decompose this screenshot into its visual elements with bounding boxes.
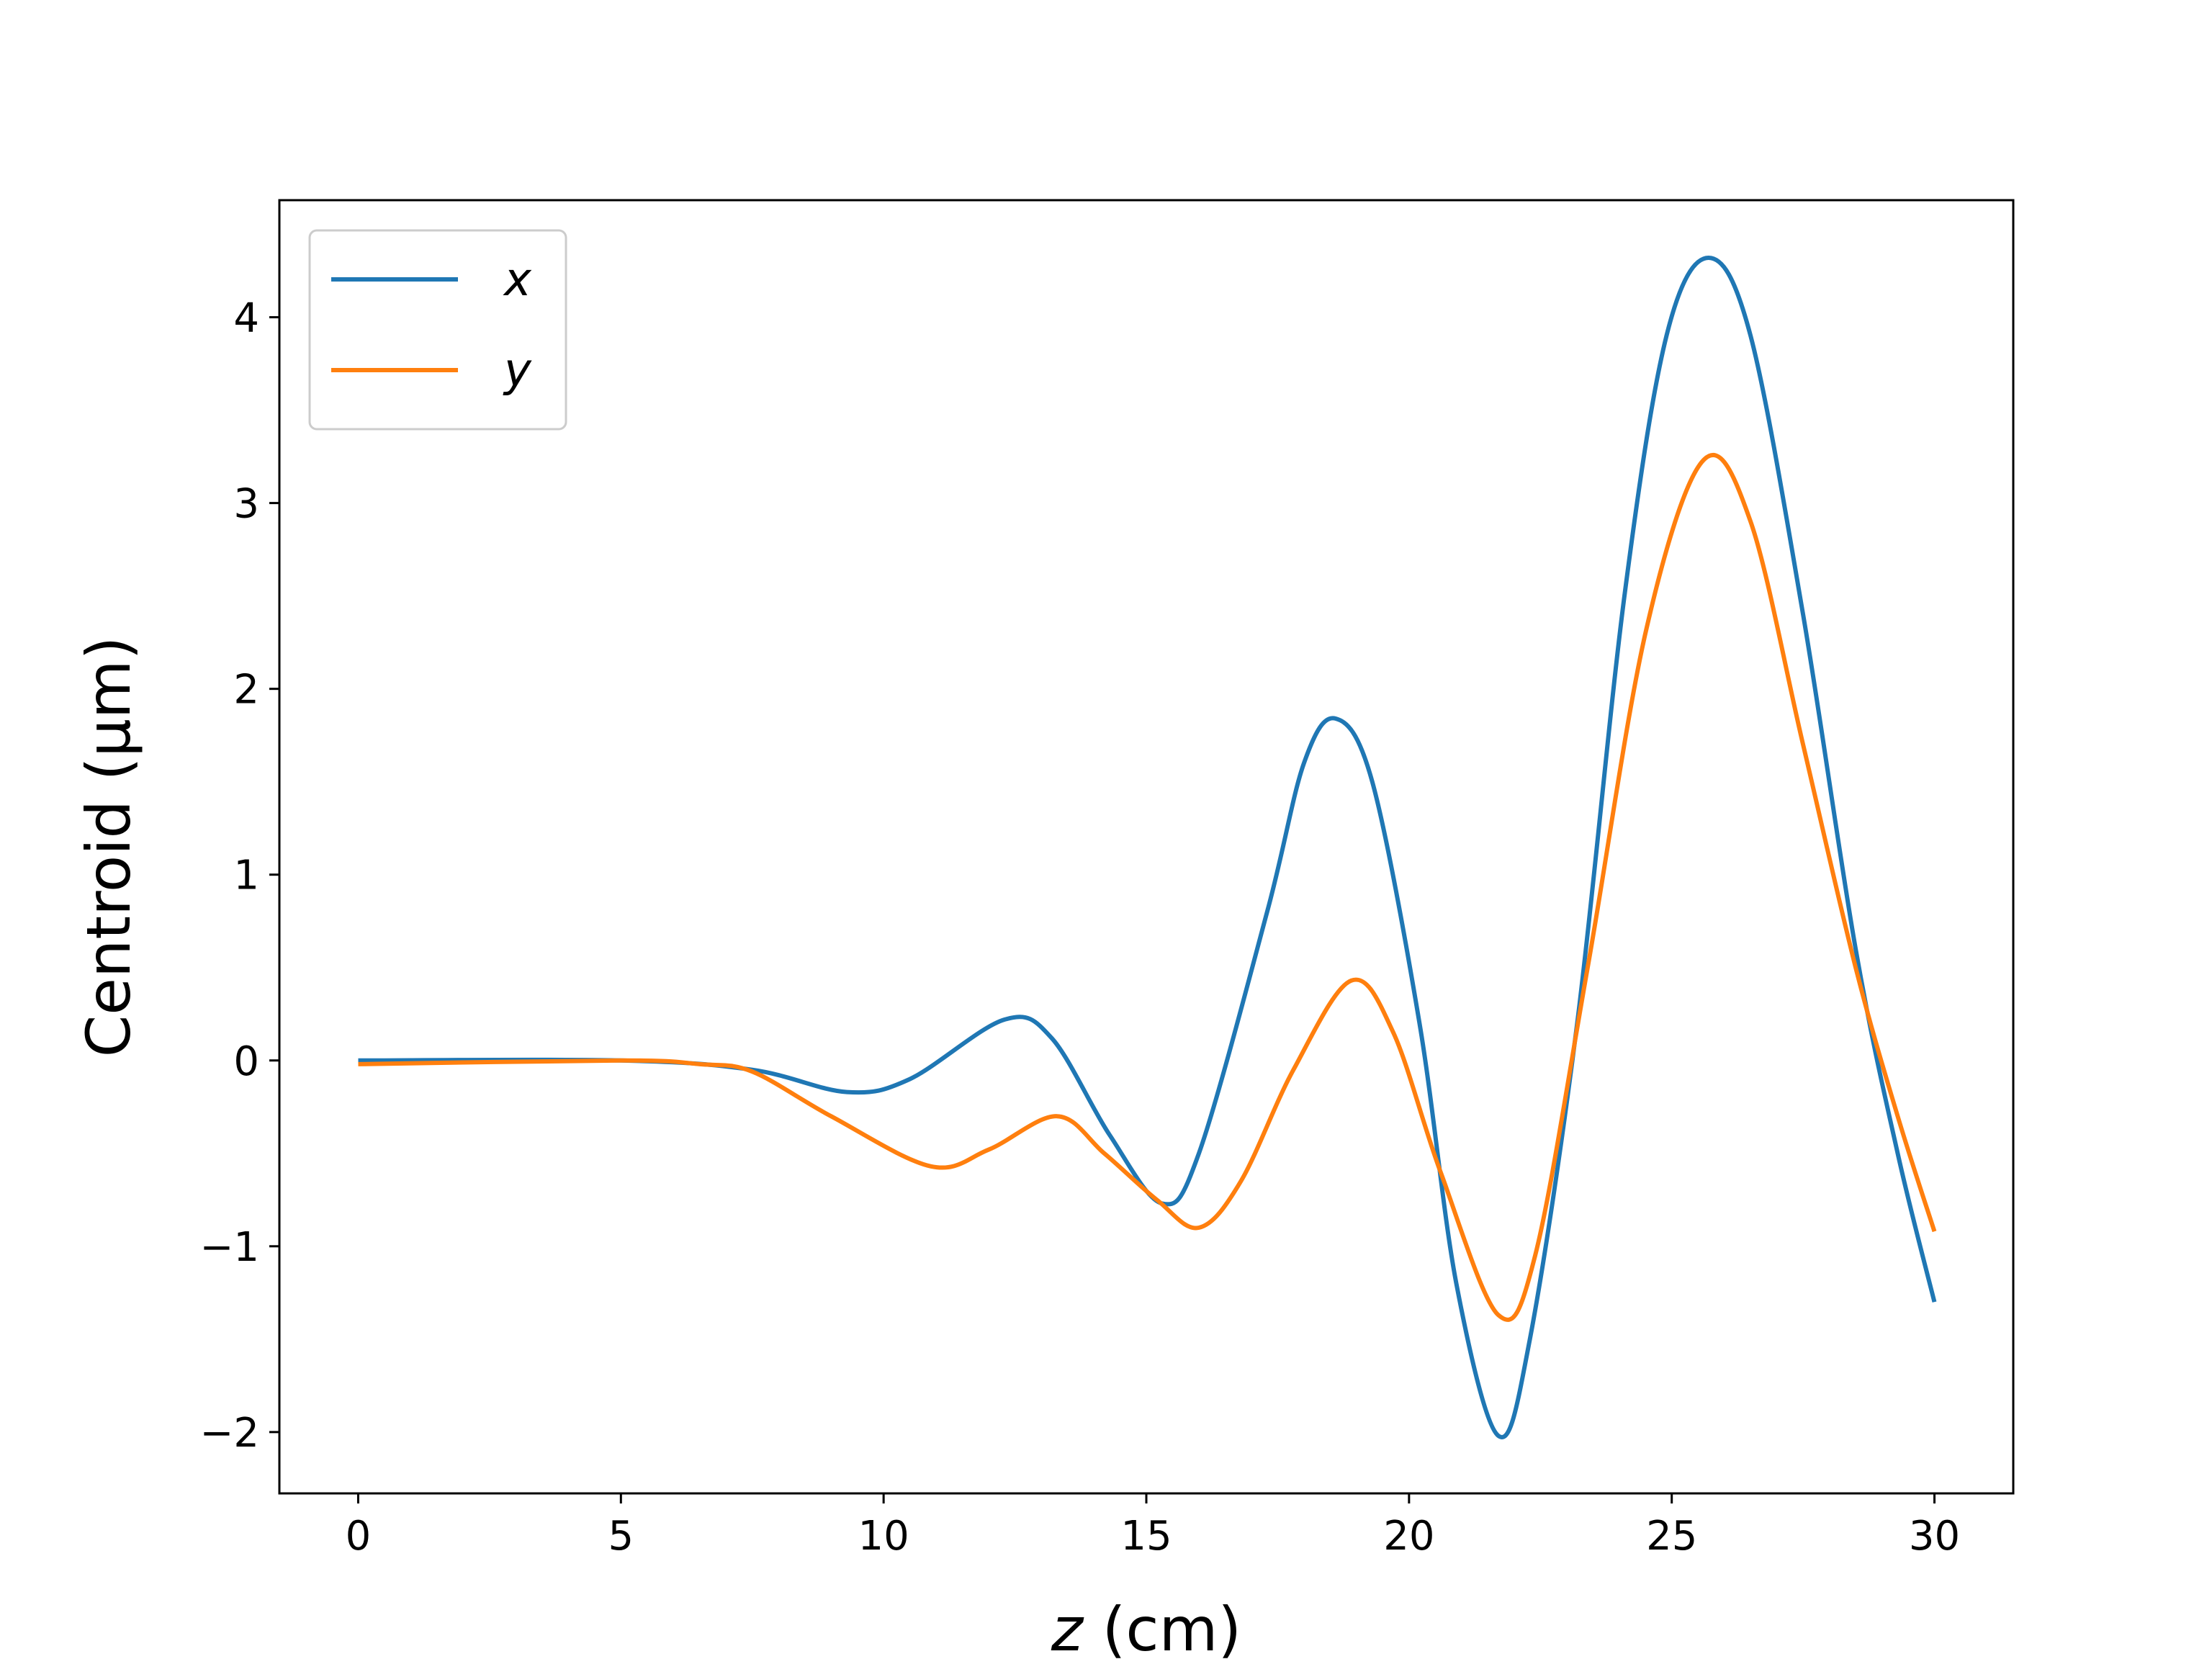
series-line-x [358,256,1937,1439]
x-tick-label: 20 [1383,1513,1434,1560]
legend-label-y: y [503,344,532,397]
legend: x y [308,229,567,431]
y-tick-label: 4 [233,295,259,342]
y-ticks: −2 −1 0 1 2 3 4 [199,295,279,1457]
x-axis-label-var: z [1051,1594,1084,1659]
x-axis-label: z (cm) [1051,1594,1241,1659]
y-tick-label: −1 [199,1224,259,1271]
x-tick-label: 0 [346,1513,372,1560]
x-ticks: 0 5 10 15 20 25 30 [346,1493,1960,1560]
y-tick-label: −2 [199,1410,259,1457]
x-tick-label: 30 [1909,1513,1960,1560]
x-tick-label: 5 [608,1513,634,1560]
y-axis-label: Centroid (μm) [73,637,144,1058]
x-tick-label: 15 [1120,1513,1172,1560]
y-tick-label: 3 [233,481,259,528]
series-layer [358,256,1937,1439]
x-tick-label: 25 [1646,1513,1697,1560]
legend-label-x: x [503,253,532,307]
y-tick-label: 2 [233,667,259,714]
x-tick-label: 10 [858,1513,909,1560]
y-tick-label: 0 [233,1038,259,1085]
series-line-y [358,453,1937,1322]
x-axis-label-unit: (cm) [1083,1594,1241,1659]
y-tick-label: 1 [233,853,259,899]
